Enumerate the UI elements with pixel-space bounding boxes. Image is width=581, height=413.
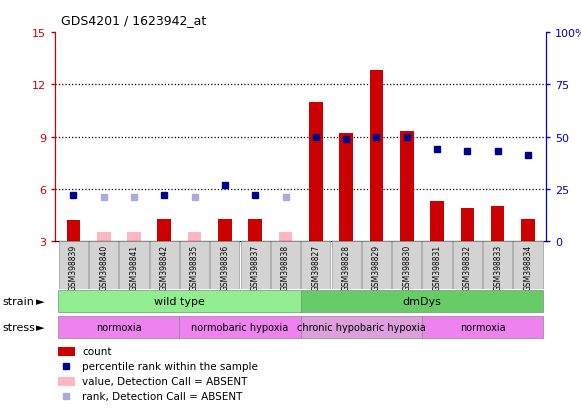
Text: rank, Detection Call = ABSENT: rank, Detection Call = ABSENT: [82, 392, 243, 401]
Text: normoxia: normoxia: [460, 322, 505, 332]
Bar: [521, 219, 535, 242]
Text: GSM398841: GSM398841: [130, 244, 138, 290]
Bar: [301, 290, 543, 313]
Bar: [180, 316, 301, 338]
Bar: [430, 202, 444, 242]
Bar: [370, 71, 383, 242]
Bar: [301, 316, 422, 338]
Text: GSM398838: GSM398838: [281, 244, 290, 290]
Bar: [332, 242, 361, 289]
Bar: [180, 242, 209, 289]
Text: normobaric hypoxia: normobaric hypoxia: [191, 322, 289, 332]
Text: chronic hypobaric hypoxia: chronic hypobaric hypoxia: [297, 322, 426, 332]
Bar: [271, 242, 300, 289]
Text: stress: stress: [3, 322, 36, 332]
Bar: [302, 242, 331, 289]
Text: GSM398828: GSM398828: [342, 244, 350, 290]
Bar: [491, 207, 504, 242]
Text: GSM398837: GSM398837: [251, 244, 260, 290]
Bar: [249, 219, 262, 242]
Text: GSM398831: GSM398831: [432, 244, 442, 290]
Bar: [150, 242, 179, 289]
Text: GSM398830: GSM398830: [402, 244, 411, 290]
Bar: [58, 377, 75, 386]
Bar: [218, 219, 232, 242]
Bar: [120, 242, 149, 289]
Bar: [400, 132, 414, 242]
Text: percentile rank within the sample: percentile rank within the sample: [82, 361, 258, 371]
Bar: [97, 233, 110, 242]
Text: GSM398835: GSM398835: [190, 244, 199, 290]
Text: GSM398834: GSM398834: [523, 244, 532, 290]
Text: normoxia: normoxia: [96, 322, 142, 332]
Bar: [514, 242, 543, 289]
Bar: [392, 242, 421, 289]
Bar: [309, 102, 322, 242]
Bar: [59, 242, 88, 289]
Bar: [362, 242, 391, 289]
Text: count: count: [82, 347, 112, 356]
Text: GDS4201 / 1623942_at: GDS4201 / 1623942_at: [61, 14, 206, 27]
Bar: [339, 134, 353, 242]
Bar: [157, 219, 171, 242]
Text: wild type: wild type: [154, 297, 205, 306]
Text: GSM398832: GSM398832: [463, 244, 472, 290]
Bar: [461, 209, 474, 242]
Bar: [67, 221, 80, 242]
Text: GSM398829: GSM398829: [372, 244, 381, 290]
Bar: [279, 233, 292, 242]
Text: GSM398833: GSM398833: [493, 244, 502, 290]
Bar: [188, 233, 202, 242]
Bar: [241, 242, 270, 289]
Text: GSM398840: GSM398840: [99, 244, 108, 290]
Bar: [89, 242, 118, 289]
Bar: [127, 233, 141, 242]
Bar: [58, 290, 301, 313]
Bar: [210, 242, 239, 289]
Text: GSM398836: GSM398836: [220, 244, 229, 290]
Bar: [422, 242, 451, 289]
Bar: [422, 316, 543, 338]
Bar: [58, 347, 75, 356]
Text: GSM398827: GSM398827: [311, 244, 320, 290]
Text: dmDys: dmDys: [403, 297, 442, 306]
Text: ►: ►: [36, 322, 45, 332]
Bar: [483, 242, 512, 289]
Text: GSM398839: GSM398839: [69, 244, 78, 290]
Text: strain: strain: [3, 297, 35, 306]
Text: value, Detection Call = ABSENT: value, Detection Call = ABSENT: [82, 376, 248, 387]
Bar: [453, 242, 482, 289]
Bar: [58, 316, 180, 338]
Text: ►: ►: [36, 297, 45, 306]
Text: GSM398842: GSM398842: [160, 244, 169, 290]
